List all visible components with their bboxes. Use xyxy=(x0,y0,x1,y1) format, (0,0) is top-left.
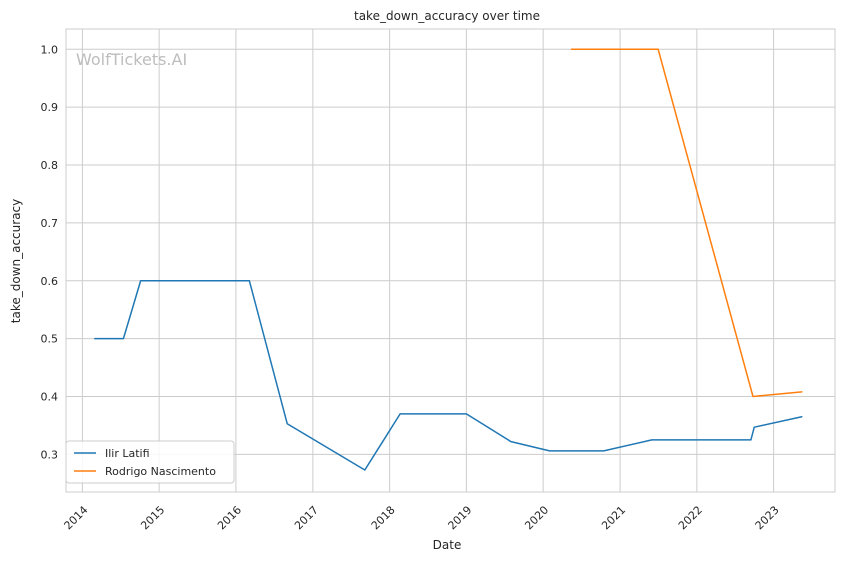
legend-label-rodrigo-nascimento: Rodrigo Nascimento xyxy=(105,465,216,478)
y-axis-label: take_down_accuracy xyxy=(9,199,23,323)
y-tick-label: 0.6 xyxy=(41,275,59,288)
chart-title: take_down_accuracy over time xyxy=(354,9,540,23)
watermark-text: WolfTickets.AI xyxy=(76,50,187,69)
series-line-ilir-latifi xyxy=(94,280,803,471)
y-tick-label: 1.0 xyxy=(41,43,59,56)
legend: Ilir Latifi Rodrigo Nascimento xyxy=(65,440,235,484)
y-tick-label: 0.3 xyxy=(41,448,59,461)
x-axis-label: Date xyxy=(433,538,462,552)
y-tick-label: 0.4 xyxy=(41,391,59,404)
legend-box xyxy=(65,440,235,484)
legend-label-ilir-latifi: Ilir Latifi xyxy=(105,447,150,460)
grid-lines xyxy=(66,29,835,492)
y-tick-label: 0.5 xyxy=(41,333,59,346)
plot-background xyxy=(66,29,835,492)
y-axis-ticks: 0.3 0.4 0.5 0.6 0.7 0.8 0.9 1.0 xyxy=(41,43,59,461)
series-layer xyxy=(94,48,803,471)
plot-frame xyxy=(65,28,836,493)
y-tick-label: 0.8 xyxy=(41,159,59,172)
y-tick-label: 0.9 xyxy=(41,101,59,114)
series-line-rodrigo-nascimento xyxy=(570,48,803,398)
y-tick-label: 0.7 xyxy=(41,217,59,230)
